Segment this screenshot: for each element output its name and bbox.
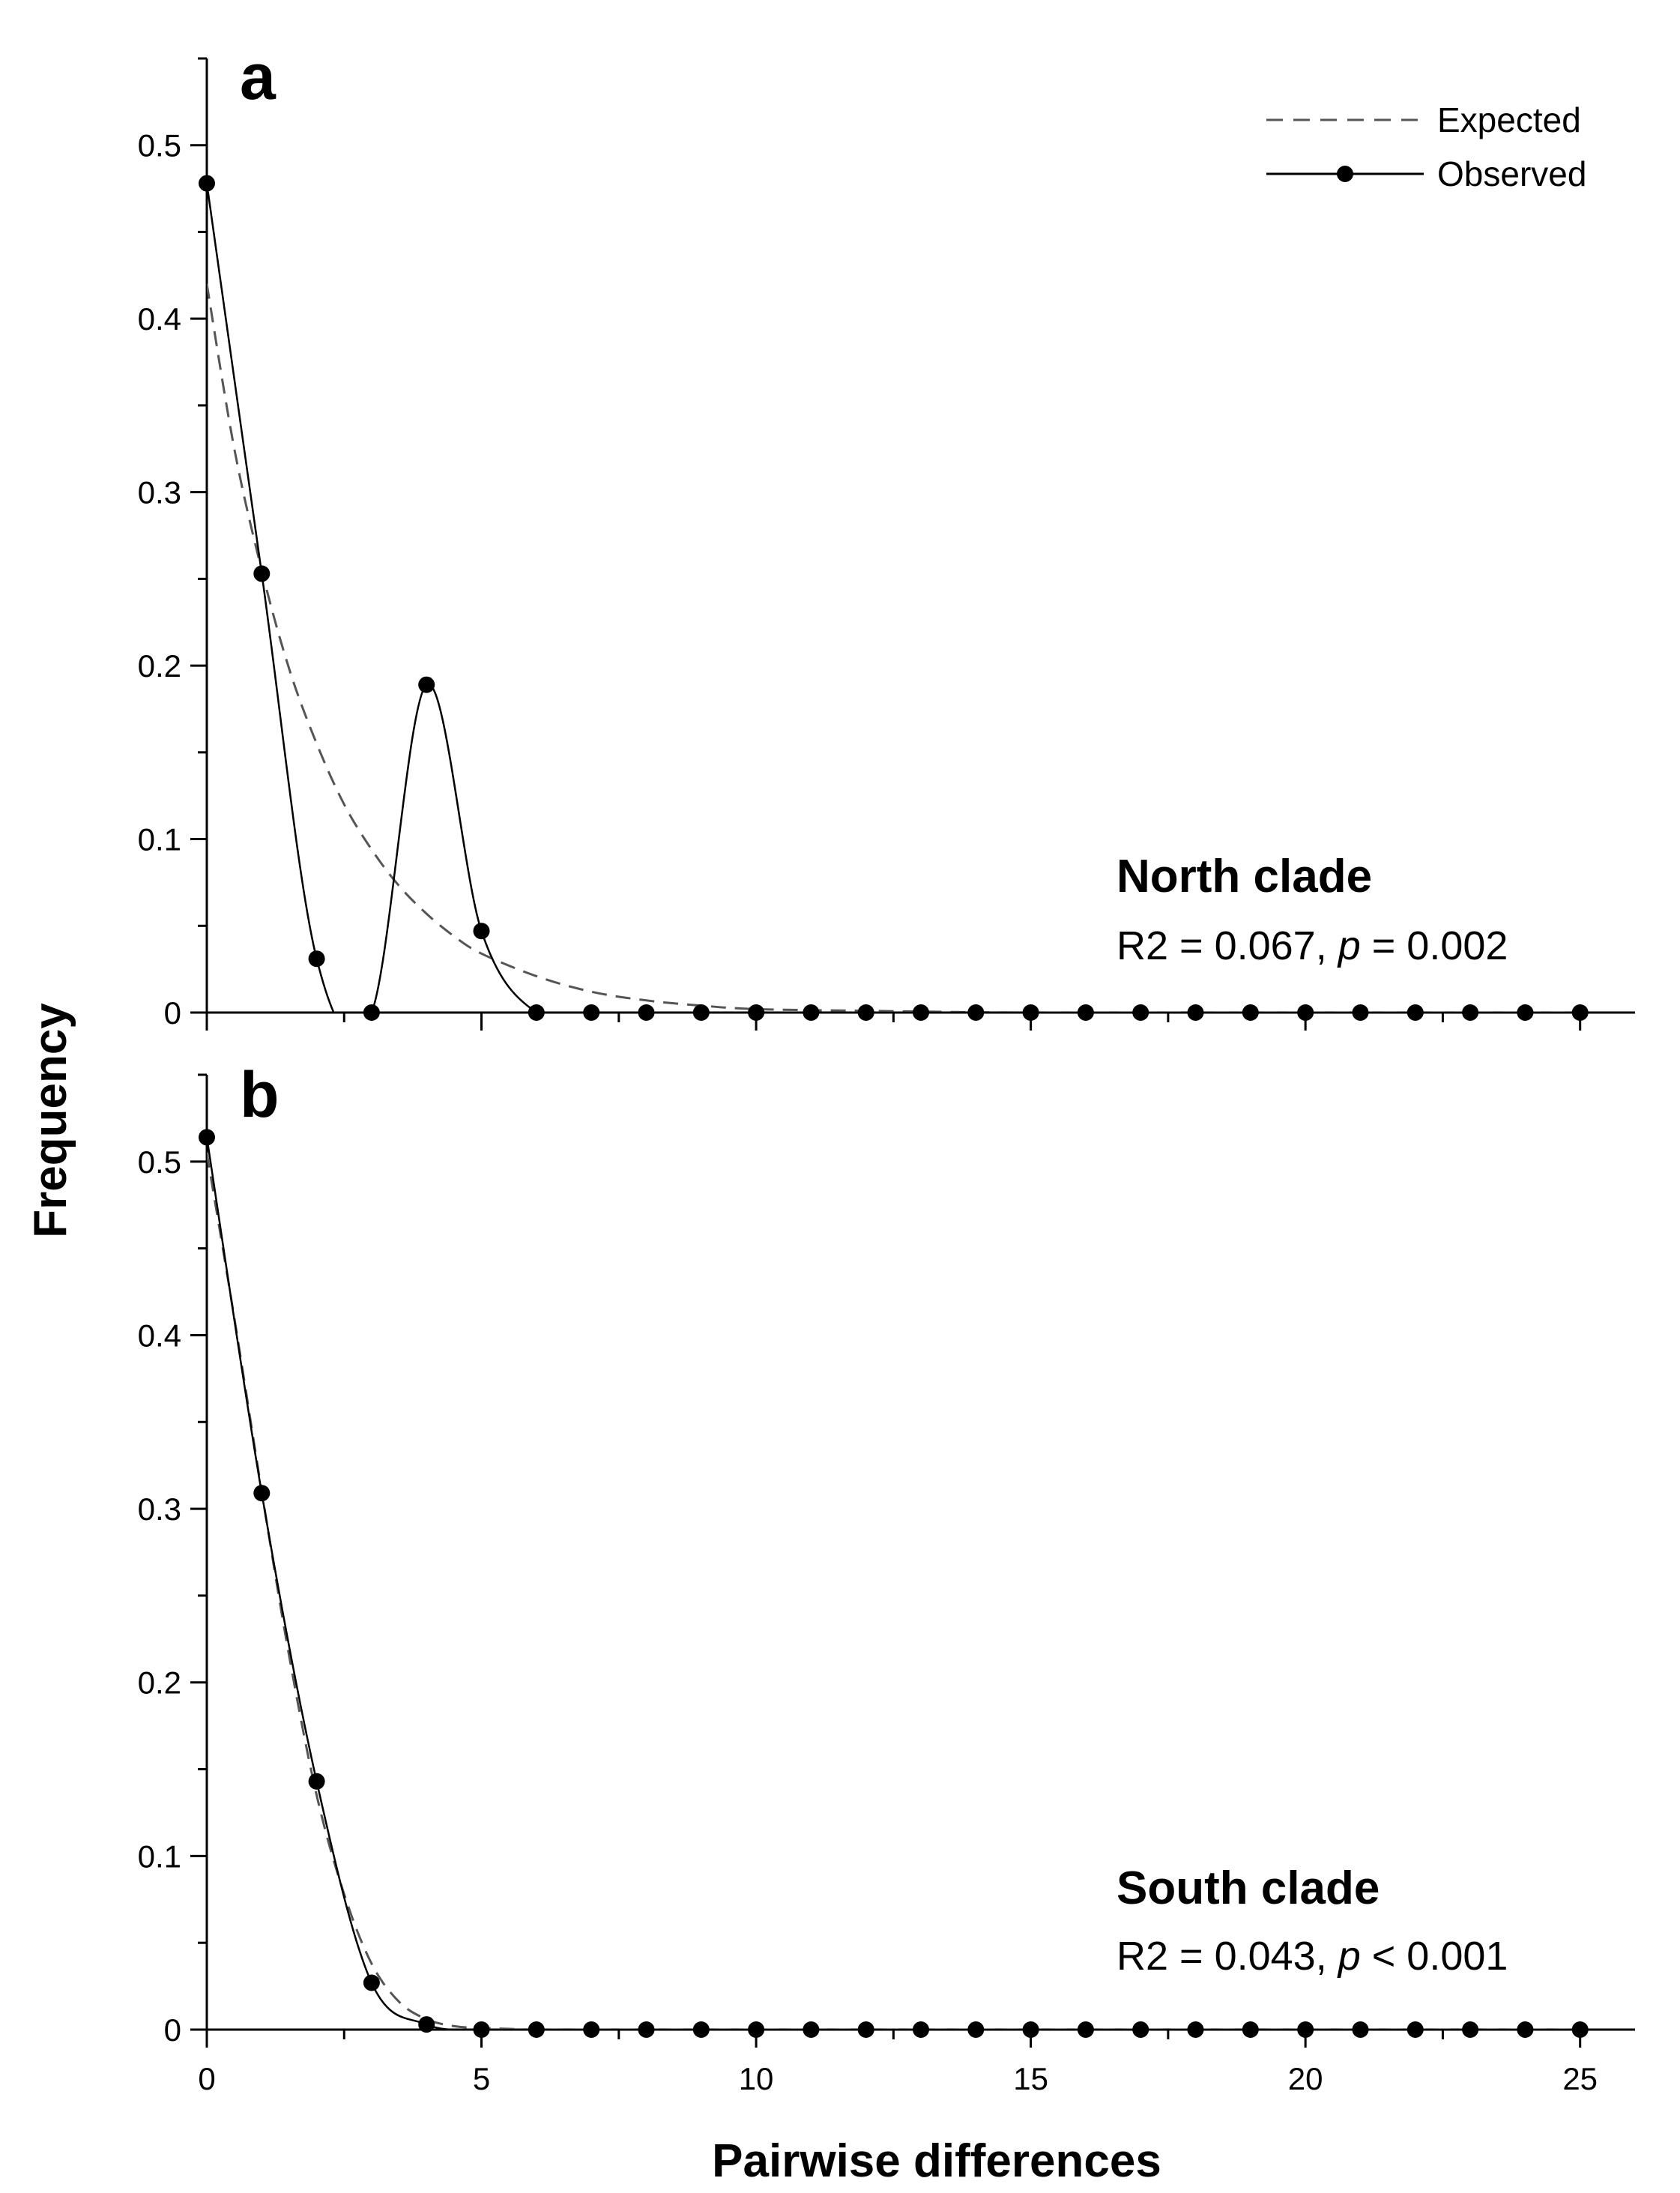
panel-a-stats-p-value: = 0.002	[1361, 923, 1508, 968]
panel-b-observed-point	[1132, 2021, 1149, 2038]
panel-a-observed-point	[913, 1004, 929, 1021]
panel-b-observed-point	[692, 2021, 710, 2038]
panel-a-y-tick-label: 0.4	[138, 301, 181, 337]
panel-b-y-tick-label: 0.3	[138, 1491, 181, 1527]
panel-a-observed-point	[1242, 1004, 1259, 1021]
panel-b-observed-point	[473, 2021, 490, 2038]
panel-b-observed-point	[1187, 2021, 1204, 2038]
panel-a-observed-point	[857, 1004, 874, 1021]
panel-a-observed-point	[748, 1004, 765, 1021]
panel-b-observed-point	[583, 2021, 600, 2038]
panel-b-observed-point	[418, 2016, 435, 2033]
panel-a-observed-point	[1462, 1004, 1479, 1021]
panel-b-observed-point	[363, 1974, 380, 1991]
panel-b-x-tick-label: 0	[198, 2061, 215, 2096]
panel-b-x-tick-label: 25	[1562, 2061, 1598, 2096]
panel-b-y-tick-label: 0.4	[138, 1318, 181, 1353]
panel-b-x-tick-label: 15	[1013, 2061, 1048, 2096]
legend-expected-label: Expected	[1437, 100, 1581, 139]
panel-b-observed-point	[1022, 2021, 1039, 2038]
panel-b-observed-point	[1297, 2021, 1314, 2038]
panel-b-stats-p-value: < 0.001	[1361, 1934, 1508, 1979]
panel-b-y-tick-label: 0	[164, 2012, 181, 2048]
x-axis-title: Pairwise differences	[712, 2135, 1161, 2187]
panel-a-y-tick-label: 0.1	[138, 822, 181, 857]
panel-a-observed-point	[253, 565, 271, 582]
panel-b-observed-point	[1571, 2021, 1589, 2038]
panel-a-observed-point	[363, 1004, 380, 1021]
panel-b-observed-point	[1352, 2021, 1369, 2038]
panel-b-observed-point	[1077, 2021, 1094, 2038]
panel-a-observed-point	[967, 1004, 985, 1021]
panel-b-observed-point	[638, 2021, 655, 2038]
panel-a-observed-point	[803, 1004, 820, 1021]
panel-a-observed-point	[1077, 1004, 1094, 1021]
panel-b-observed-point	[1406, 2021, 1424, 2038]
panel-b-y-tick-label: 0.1	[138, 1838, 181, 1874]
panel-b: 0 0.1 0.2 0.3 0.4 0.5 0 5 10 15 20 25 b South clade R2…	[138, 1059, 1635, 2096]
panel-b-x-tick-label: 5	[473, 2061, 490, 2096]
panel-a-observed-point	[473, 923, 490, 940]
panel-a-stats: R2 = 0.067, p = 0.002	[1117, 923, 1508, 968]
panel-a-y-tick-label: 0.5	[138, 128, 181, 163]
panel-a-stats-r2: R2 = 0.067,	[1117, 923, 1338, 968]
legend: Expected Observed	[1266, 100, 1586, 193]
panel-b-x-tick-label: 10	[739, 2061, 774, 2096]
panel-a-observed-point	[199, 175, 215, 192]
panel-b-observed-point	[199, 1129, 215, 1146]
panel-a-y-tick-label: 0	[164, 995, 181, 1031]
panel-a-observed-point	[418, 676, 435, 693]
panel-b-observed-line	[207, 1137, 1580, 2030]
panel-b-expected-line	[207, 1152, 1580, 2030]
legend-observed-marker	[1337, 166, 1353, 182]
panel-b-y-tick-label: 0.2	[138, 1665, 181, 1701]
panel-a-y-tick-label: 0.2	[138, 648, 181, 684]
panel-a-observed-point	[638, 1004, 655, 1021]
panel-a-observed-point	[528, 1004, 545, 1021]
panel-a-stats-p-symbol: p	[1337, 923, 1361, 968]
panel-a-observed-point	[692, 1004, 710, 1021]
panel-b-letter: b	[240, 1059, 280, 1131]
panel-b-observed-point	[803, 2021, 820, 2038]
panel-b-clade-title: South clade	[1117, 1862, 1380, 1914]
panel-b-observed-point	[1242, 2021, 1259, 2038]
panel-a-observed-point	[1132, 1004, 1149, 1021]
panel-b-observed-point	[308, 1773, 325, 1790]
panel-a-observed-point	[1297, 1004, 1314, 1021]
panel-b-observed-point	[913, 2021, 929, 2038]
panel-b-observed-point	[967, 2021, 985, 2038]
panel-a-observed-point	[1352, 1004, 1369, 1021]
panel-b-stats: R2 = 0.043, p < 0.001	[1117, 1934, 1508, 1979]
panel-a-observed-point	[1571, 1004, 1589, 1021]
panel-b-stats-p-symbol: p	[1337, 1934, 1361, 1979]
panel-a-expected-line	[207, 283, 1580, 1013]
panel-a-observed-line	[207, 183, 1580, 1013]
panel-a-observed-point	[1022, 1004, 1039, 1021]
panel-a-clade-title: North clade	[1117, 851, 1372, 902]
panel-b-x-tick-label: 20	[1288, 2061, 1323, 2096]
panel-a: 0 0.1 0.2 0.3 0.4 0.5 a North clade R2 = 0.067, …	[138, 41, 1635, 1031]
legend-observed-label: Observed	[1437, 154, 1586, 193]
panel-b-y-tick-label: 0.5	[138, 1144, 181, 1180]
panel-b-observed-point	[1517, 2021, 1534, 2038]
y-axis-title: Frequency	[25, 1003, 76, 1238]
panel-a-y-tick-label: 0.3	[138, 475, 181, 510]
panel-b-observed-point	[748, 2021, 765, 2038]
panel-a-observed-point	[1406, 1004, 1424, 1021]
panel-a-observed-point	[308, 950, 325, 968]
panel-a-letter: a	[240, 41, 277, 113]
panel-b-observed-point	[528, 2021, 545, 2038]
panel-a-observed-point	[1187, 1004, 1204, 1021]
panel-b-observed-point	[253, 1485, 271, 1502]
panel-b-observed-point	[1462, 2021, 1479, 2038]
panel-a-observed-point	[583, 1004, 600, 1021]
panel-b-observed-point	[857, 2021, 874, 2038]
panel-b-stats-r2: R2 = 0.043,	[1117, 1934, 1338, 1979]
panel-a-observed-point	[1517, 1004, 1534, 1021]
